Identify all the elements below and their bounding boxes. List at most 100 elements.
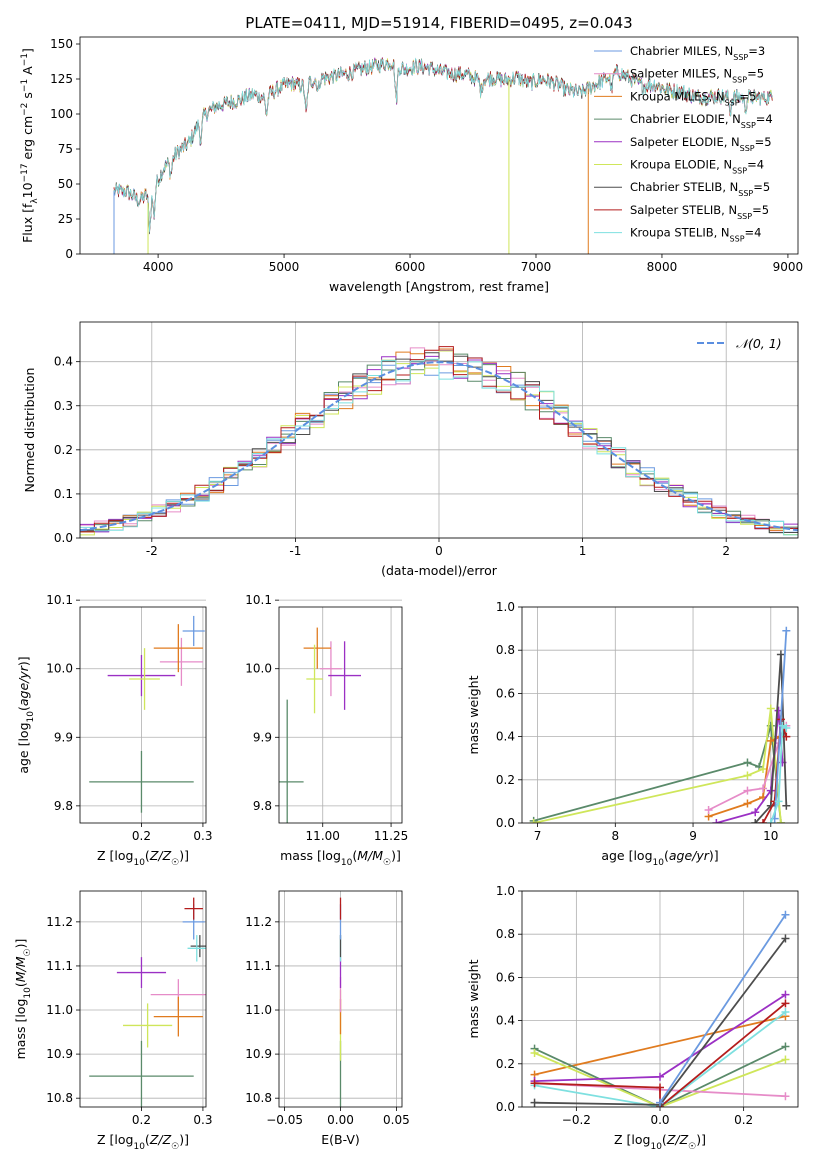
y-tick-label: 0.4 (496, 1014, 515, 1028)
y-axis-label: mass weight (466, 675, 481, 754)
x-tick-label: 0.2 (132, 1113, 151, 1127)
y-tick-label: 1.0 (496, 884, 515, 898)
x-axis-label: mass [log10(M/M☉)] (280, 848, 401, 868)
weight-marker (743, 771, 752, 780)
weight-marker (751, 808, 760, 817)
weight-marker (781, 1042, 790, 1051)
weight-line (773, 630, 788, 819)
plot-area (529, 626, 791, 823)
residual-legend: 𝒩(0, 1) (697, 336, 782, 351)
weight-marker (782, 723, 791, 732)
weight-marker (782, 626, 791, 635)
x-axis-label: wavelength [Angstrom, rest frame] (329, 279, 549, 294)
y-tick-label: 0 (65, 247, 73, 261)
axes-frame (79, 321, 799, 539)
weight-marker (766, 819, 775, 823)
y-tick-label: 50 (58, 177, 73, 191)
weight-marker (781, 1055, 790, 1064)
legend-label: Chabrier MILES, NSSP=3 (630, 44, 765, 62)
y-tick-label: 0.2 (496, 1057, 515, 1071)
errorbar-point (187, 935, 206, 962)
figure-title: PLATE=0411, MJD=51914, FIBERID=0495, z=0… (245, 14, 632, 32)
y-tick-label: 25 (58, 212, 73, 226)
x-tick-label: 5000 (269, 260, 300, 274)
y-tick-label: 11.2 (245, 915, 272, 929)
axes-mass_vs_ebv: −0.05 0.00 0.05 10.8 10.9 11.0 11.1 11.2 E(B-V) (245, 890, 410, 1147)
y-tick-label: 0.2 (496, 773, 515, 787)
x-axis-label: Z [log10(Z/Z☉)] (614, 1132, 706, 1152)
weight-marker (781, 999, 790, 1008)
y-tick-label: 11.1 (46, 959, 73, 973)
y-tick-label: 0.0 (496, 1100, 515, 1114)
errorbar-point (350, 566, 366, 593)
weight-marker (766, 704, 775, 713)
axes-weight_vs_Z: −0.2 0.0 0.2 0.0 0.2 0.4 0.6 0.8 1.0 Z [log10(Z/Z… (466, 884, 799, 1152)
axes-weight_vs_age: 7 8 9 10 0.0 0.2 0.4 0.6 0.8 1.0 age [log10(age/yr… (466, 600, 799, 868)
normal-curve (80, 361, 798, 532)
y-tick-label: 10.9 (245, 1047, 272, 1061)
weight-marker (743, 758, 752, 767)
x-tick-label: −0.2 (562, 1113, 591, 1127)
y-tick-label: 10.8 (245, 1091, 272, 1105)
weight-marker (712, 819, 721, 823)
y-axis-label: mass [log10(M/M☉)] (13, 939, 33, 1060)
legend-label: Salpeter STELIB, NSSP=5 (630, 203, 769, 221)
x-tick-label: -1 (289, 544, 301, 558)
y-tick-label: 10.0 (245, 662, 272, 676)
x-axis-label: E(B-V) (321, 1132, 360, 1147)
legend-label: Chabrier STELIB, NSSP=5 (630, 180, 770, 198)
plot-area (89, 897, 206, 1107)
x-tick-label: −0.05 (266, 1113, 303, 1127)
weight-marker (781, 1092, 790, 1101)
x-axis-label: age [log10(age/yr)] (601, 848, 718, 868)
weight-marker (656, 1072, 664, 1081)
x-tick-label: -2 (146, 544, 158, 558)
y-tick-label: 150 (50, 37, 73, 51)
x-tick-label: 1 (579, 544, 587, 558)
residual-histogram (80, 346, 798, 538)
axes-mass_vs_Z: 0.2 0.3 10.8 10.9 11.0 11.1 11.2 Z [log10(Z/Z☉)… (13, 890, 212, 1152)
errorbar-point (184, 897, 203, 920)
y-tick-label: 10.8 (46, 1091, 73, 1105)
y-axis-label: Normed distribution (22, 368, 37, 493)
errorbar-point (153, 996, 203, 1037)
x-tick-label: 4000 (143, 260, 174, 274)
weight-line (534, 1002, 787, 1107)
y-axis-label: mass weight (466, 959, 481, 1038)
x-tick-label: 7000 (521, 260, 552, 274)
errorbar-point (181, 566, 199, 593)
x-tick-label: 0.0 (650, 1113, 669, 1127)
x-tick-label: 9 (689, 829, 697, 843)
x-axis-label: Z [log10(Z/Z☉)] (97, 848, 189, 868)
x-tick-label: 2 (722, 544, 730, 558)
y-axis-label: Flux [fλ10−17 erg cm−2 s−1 A−1] (20, 48, 40, 243)
weight-marker (656, 1098, 664, 1107)
x-tick-label: 0.05 (383, 1113, 410, 1127)
plot-area (530, 910, 790, 1107)
weight-marker (529, 819, 538, 823)
y-tick-label: 10.9 (46, 1047, 73, 1061)
errorbar-point (303, 627, 331, 669)
errorbar-point (192, 569, 207, 603)
errorbar-point (328, 641, 361, 710)
axes-frame (79, 890, 207, 1108)
axes-frame (278, 890, 403, 1108)
plot-area (113, 57, 773, 254)
y-tick-label: 10.0 (46, 662, 73, 676)
errorbar-point (153, 624, 203, 673)
y-tick-label: 10.1 (245, 593, 272, 607)
weight-line (659, 914, 787, 1104)
x-axis-label: (data-model)/error (381, 563, 498, 578)
weight-marker (781, 934, 790, 943)
weight-marker (656, 1083, 664, 1092)
legend-label: Kroupa ELODIE, NSSP=4 (630, 158, 764, 176)
y-tick-label: 100 (50, 107, 73, 121)
spectrum-line (113, 57, 773, 233)
y-tick-label: 0.3 (54, 399, 73, 413)
axes-frame (521, 606, 799, 824)
legend-label: Kroupa STELIB, NSSP=4 (630, 226, 761, 244)
errorbar-point (107, 655, 176, 697)
x-tick-label: 11.25 (374, 829, 408, 843)
errorbar-point (306, 644, 323, 714)
weight-line (534, 1045, 786, 1107)
